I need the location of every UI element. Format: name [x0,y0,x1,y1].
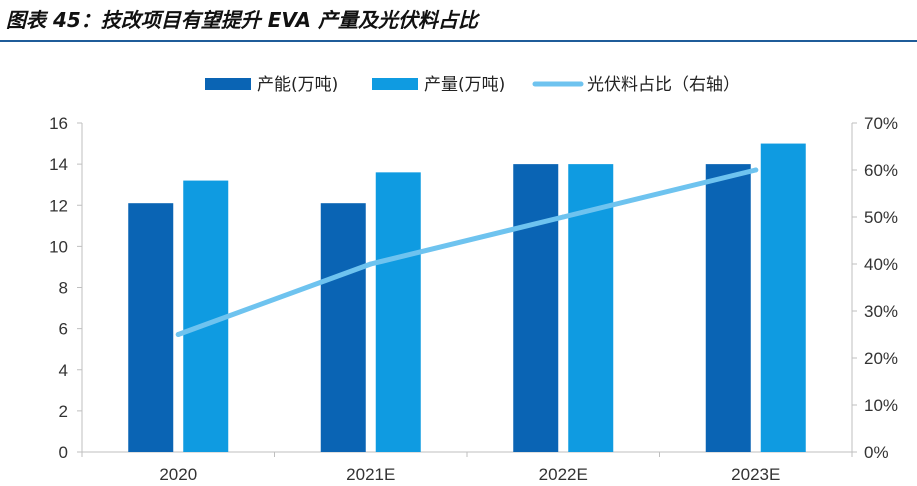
y-tick-label: 4 [59,361,68,380]
y-tick-label: 14 [49,155,68,174]
legend: 产能(万吨) 产量(万吨) 光伏料占比（右轴） [205,75,740,95]
x-tick-label: 2021E [346,465,395,484]
line-point [175,332,181,337]
legend-label: 光伏料占比（右轴） [587,75,740,95]
legend-label: 产能(万吨) [257,75,338,95]
line-point [368,261,374,267]
y-tick-label: 0 [59,443,68,462]
line-point [560,214,566,220]
chart-title: 图表 45：技改项目有望提升 EVA 产量及光伏料占比 [6,8,478,32]
bar-output [760,143,806,452]
bar-capacity [320,203,366,452]
bars [128,143,806,452]
bar-capacity [513,164,559,452]
y2-tick-label: 10% [864,396,898,415]
y2-tick-label: 40% [864,255,898,274]
legend-swatch-output [372,78,418,90]
y-tick-label: 12 [49,196,68,215]
y2-tick-label: 0% [864,443,889,462]
y2-tick-label: 50% [864,208,898,227]
axes: 0 2 4 6 8 10 12 14 16 0% 10% 20% 30% 40% 50% 60% 70% 2020… [49,114,898,484]
y-tick-label: 8 [59,279,68,298]
y-tick-label: 2 [59,402,68,421]
x-tick-label: 2020 [159,465,197,484]
y-tick-label: 16 [49,114,68,133]
y2-tick-label: 70% [864,114,898,133]
y2-tick-label: 60% [864,161,898,180]
y2-tick-label: 30% [864,302,898,321]
legend-swatch-capacity [205,78,251,90]
bar-output [375,172,421,452]
title-divider [0,40,917,42]
bar-capacity [705,164,751,452]
y-tick-label: 10 [49,237,68,256]
line-series [175,167,759,337]
y2-tick-label: 20% [864,349,898,368]
x-tick-label: 2023E [731,465,780,484]
legend-label: 产量(万吨) [424,75,505,95]
bar-capacity [128,203,174,452]
x-tick-label: 2022E [539,465,588,484]
line-pv-share [175,167,759,337]
y-tick-label: 6 [59,320,68,339]
line-point [753,167,759,173]
